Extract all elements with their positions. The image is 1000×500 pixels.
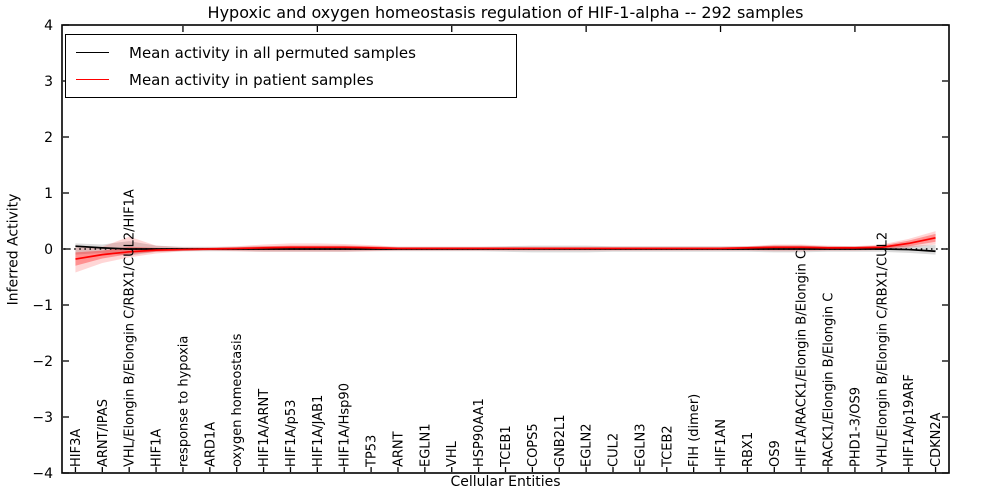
x-tick-label: response to hypoxia: [176, 336, 191, 467]
x-tick-label: oxygen homeostasis: [230, 333, 245, 467]
x-tick-label: VHL/Elongin B/Elongin C/RBX1/CUL2/HIF1A: [123, 189, 138, 467]
x-tick-label: CUL2: [607, 433, 622, 467]
x-tick-label: HIF1A/JAB1: [311, 395, 326, 467]
plot-frame: [61, 24, 950, 474]
x-tick-label: RBX1: [741, 432, 756, 467]
permuted-line-swatch: [76, 52, 109, 53]
x-tick-label: ARNT/IPAS: [96, 399, 111, 467]
x-tick-label: ARNT: [391, 431, 406, 467]
x-tick-label: COPS5: [526, 423, 541, 467]
legend-entry-permuted: Mean activity in all permuted samples: [76, 41, 516, 65]
x-tick-label: OS9: [768, 440, 783, 467]
patient-mean-line: [75, 236, 936, 260]
legend-entry-patient: Mean activity in patient samples: [76, 68, 516, 92]
x-tick-label: EGLN3: [633, 423, 648, 467]
y-tick-label: 0: [44, 242, 53, 258]
y-tick-label: 3: [44, 74, 53, 90]
x-tick-label: HIF1A/p53: [284, 400, 299, 467]
y-tick-label: 1: [44, 186, 53, 202]
y-tick-label: −2: [32, 354, 53, 370]
patient-line-swatch: [76, 79, 109, 80]
y-tick-label: −4: [32, 466, 53, 482]
y-tick-label: 2: [44, 130, 53, 146]
y-tick-label: 4: [44, 18, 53, 34]
x-axis-label: Cellular Entities: [450, 474, 561, 490]
chart-title: Hypoxic and oxygen homeostasis regulatio…: [207, 3, 804, 22]
x-tick-label: HSP90AA1: [472, 398, 487, 467]
x-tick-label: ARD1A: [203, 422, 218, 467]
y-tick-label: −3: [32, 410, 53, 426]
x-tick-label: CDKN2A: [929, 412, 944, 467]
x-tick-label: VHL: [445, 440, 460, 467]
x-tick-label: PHD1-3/OS9: [848, 387, 863, 467]
x-tick-label: HIF3A: [69, 429, 84, 467]
legend: Mean activity in all permuted samples Me…: [65, 34, 517, 98]
x-tick-label: HIF1A/RACK1/Elongin B/Elongin C: [795, 250, 810, 467]
x-tick-label: FIH (dimer): [687, 394, 702, 467]
x-tick-label: GNB2L1: [553, 414, 568, 467]
x-tick-label: TCEB1: [499, 425, 514, 468]
x-tick-label: HIF1A: [150, 429, 165, 467]
y-axis-label: Inferred Activity: [5, 193, 22, 306]
x-tick-label: RACK1/Elongin B/Elongin C: [822, 293, 837, 467]
legend-label-permuted: Mean activity in all permuted samples: [129, 43, 416, 62]
x-tick-label: HIF1A/p19ARF: [902, 374, 917, 467]
x-tick-label: TP53: [365, 435, 380, 468]
x-tick-label: HIF1AN: [714, 419, 729, 467]
x-tick-label: EGLN1: [418, 423, 433, 467]
legend-label-patient: Mean activity in patient samples: [129, 70, 374, 89]
x-tick-label: VHL/Elongin B/Elongin C/RBX1/CUL2: [875, 232, 890, 467]
x-tick-label: HIF1A/ARNT: [257, 389, 272, 467]
y-tick-label: −1: [32, 298, 53, 314]
x-tick-label: HIF1A/Hsp90: [338, 383, 353, 467]
x-tick-label: TCEB2: [660, 425, 675, 468]
x-tick-label: EGLN2: [580, 423, 595, 467]
